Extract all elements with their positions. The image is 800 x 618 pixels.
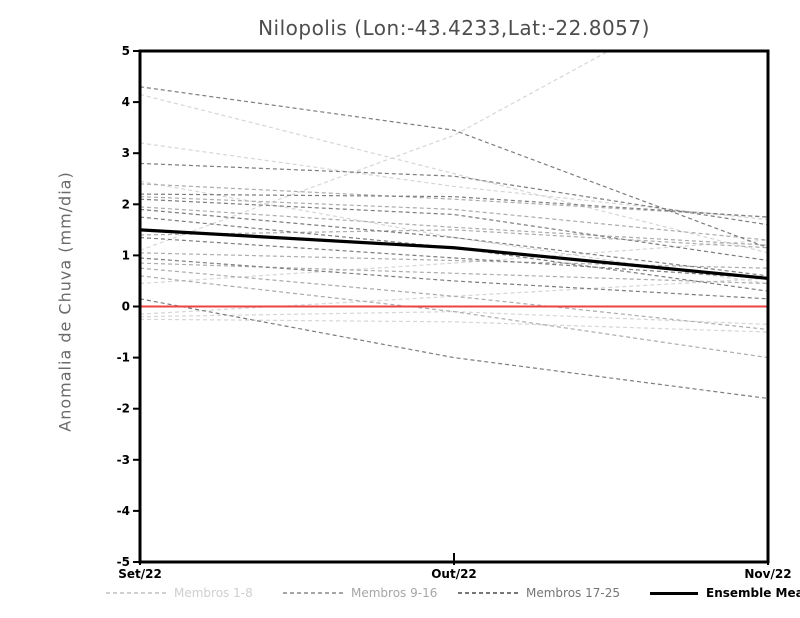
- ensemble-member-line-membro-08: [140, 318, 768, 333]
- ensemble-member-line-membro-15: [140, 267, 768, 331]
- series-group: [140, 51, 768, 400]
- ensemble-member-line-membro-12: [140, 229, 768, 249]
- legend-dashed-line-sample: [106, 592, 166, 594]
- ensemble-member-line-membro-21: [140, 208, 768, 277]
- y-tick-label: -2: [117, 402, 130, 416]
- x-tick-label: Out/22: [431, 567, 477, 581]
- legend-label: Membros 17-25: [526, 586, 620, 600]
- ensemble-mean-line: [140, 228, 768, 280]
- ensemble-member-line-membro-02: [140, 142, 768, 221]
- legend-solid-line-sample: [650, 591, 698, 595]
- y-tick-label: 3: [122, 146, 130, 160]
- ensemble-member-line-membro-24: [140, 257, 768, 300]
- legend-label: Membros 1-8: [174, 586, 253, 600]
- ensemble-member-line-membro-25: [140, 298, 768, 400]
- y-tick-label: 4: [122, 95, 130, 109]
- y-tick-label: 5: [122, 44, 130, 58]
- y-tick-label: -3: [117, 453, 130, 467]
- legend-item-ensemble-mean: Ensemble Mean: [650, 585, 800, 601]
- legend: Membros 1-8 Membros 9-16 Membros 17-25 Ense…: [0, 585, 800, 609]
- ensemble-member-line-membro-20: [140, 198, 768, 262]
- y-tick-label: -1: [117, 351, 130, 365]
- y-tick-label: -5: [117, 555, 130, 569]
- ensemble-member-line-membro-16: [140, 275, 768, 359]
- legend-dashed-line-sample: [458, 592, 518, 594]
- legend-label: Membros 9-16: [351, 586, 438, 600]
- legend-item-membros-1-8: Membros 1-8: [106, 585, 253, 601]
- ensemble-member-line-membro-01: [140, 93, 768, 254]
- ensemble-member-line-membro-23: [140, 236, 768, 279]
- y-tick-label: 1: [122, 248, 130, 262]
- ensemble-member-line-membro-07: [140, 311, 768, 325]
- x-tick-label: Nov/22: [744, 567, 791, 581]
- legend-dashed-line-sample: [283, 592, 343, 594]
- y-tick-label: -4: [117, 504, 130, 518]
- chart-title: Nilopolis (Lon:-43.4233,Lat:-22.8057): [258, 16, 650, 40]
- ensemble-member-line-membro-18: [140, 162, 768, 226]
- y-tick-label: 2: [122, 197, 130, 211]
- x-tick-label: Set/22: [118, 567, 162, 581]
- ensemble-member-line-membro-19: [140, 193, 768, 218]
- y-tick-label: 0: [122, 300, 130, 314]
- legend-item-membros-9-16: Membros 9-16: [283, 585, 437, 601]
- legend-label: Ensemble Mean: [706, 586, 800, 600]
- legend-item-membros-17-25: Membros 17-25: [458, 585, 620, 601]
